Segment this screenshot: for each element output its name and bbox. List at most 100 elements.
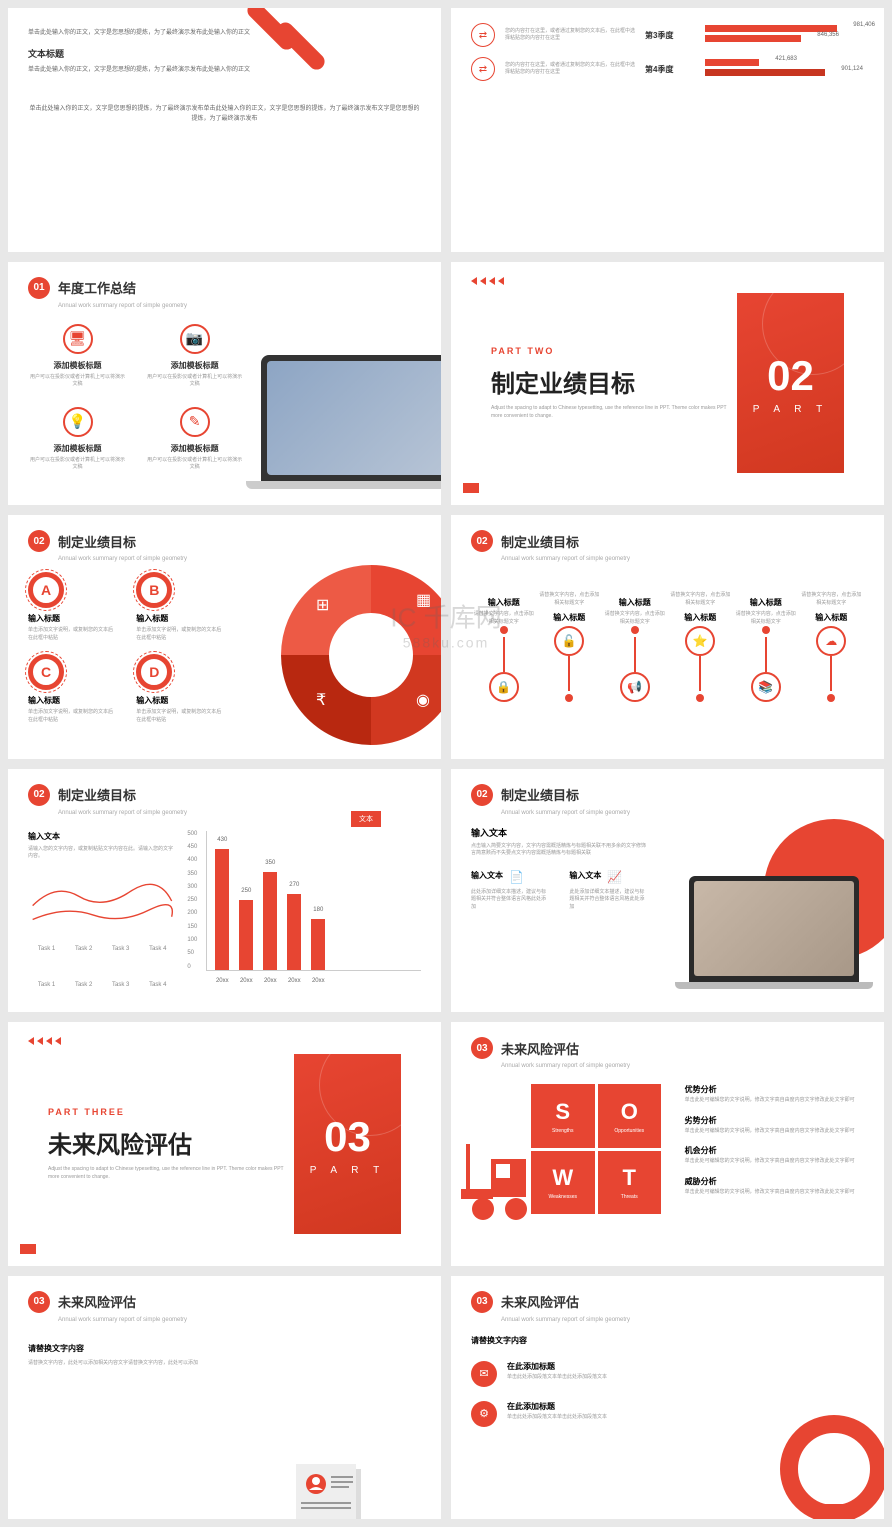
row-desc: 单击此处添加段落文本单击此处添加段落文本	[507, 1414, 607, 1422]
bar-value: 901,124	[841, 66, 863, 72]
slide-3: 01 年度工作总结 Annual work summary report of …	[8, 262, 441, 506]
item-title: 输入标题	[136, 695, 224, 706]
badge-subtitle: Annual work summary report of simple geo…	[58, 1317, 421, 1323]
analysis-desc: 单击此处可编辑您的文字说明，修改文字高自由度内容文字修改此处文字即可	[685, 1158, 864, 1166]
forklift-icon	[461, 1144, 551, 1224]
feature-desc: 用户可以在投影仪或者计算机上可以将演示文稿	[145, 374, 244, 389]
arrow-graphic	[221, 8, 361, 88]
task-label: Task 1	[38, 946, 55, 952]
swot-label: Weaknesses	[548, 1194, 577, 1200]
bar-value: 270	[289, 882, 299, 888]
bar: 25020xx	[239, 900, 253, 970]
feature-desc: 用户可以在投影仪或者计算机上可以将演示文稿	[28, 374, 127, 389]
bar-label: 文本	[351, 811, 381, 827]
badge-number: 02	[28, 784, 50, 806]
pie-chart: ▦ ◉ ₹ ⊞	[271, 555, 441, 755]
row-desc: 您的内容打在这里，或者通过复制您的文本后，在此框中选择粘贴您的内容打在这里	[505, 62, 635, 77]
y-tick: 250	[187, 897, 197, 903]
node-dot	[631, 626, 639, 634]
slide-6: 02制定业绩目标 Annual work summary report of s…	[451, 515, 884, 759]
item-title: 输入标题	[28, 613, 116, 624]
badge-number: 03	[471, 1291, 493, 1313]
bar: 981,406	[705, 25, 837, 32]
node-line	[568, 656, 570, 691]
node-dot	[565, 694, 573, 702]
swot-letter: O	[621, 1099, 638, 1125]
y-tick: 100	[187, 937, 197, 943]
timeline-node: 输入标题请替换文字内容，点击添加相关标题文字🔒	[474, 592, 534, 702]
part-title: 制定业绩目标	[491, 364, 737, 399]
bar-x: 20xx	[240, 978, 253, 984]
section-heading: 输入文本	[471, 826, 648, 839]
column-item: 输入文本📈此处添加详细文本描述，建议与标题相关并符合整体语言风格此处添加	[569, 870, 647, 912]
badge-number: 01	[28, 277, 50, 299]
node-icon: 📢	[620, 672, 650, 702]
bar: 43020xx	[215, 849, 229, 969]
analysis-desc: 单击此处可编辑您的文字说明，修改文字高自由度内容文字修改此处文字即可	[685, 1097, 864, 1105]
node-title: 输入标题	[815, 612, 847, 623]
row-icon: ⚙	[471, 1401, 497, 1427]
slide-1: 单击此处输入你的正文，文字是您思想的提炼，为了最终演示发布此处输入你的正文 文本…	[8, 8, 441, 252]
part-number: 03	[324, 1113, 371, 1161]
bar: 18020xx	[311, 919, 325, 969]
slide-8: 02制定业绩目标 Annual work summary report of s…	[451, 769, 884, 1013]
node-desc: 请替换文字内容，点击添加相关标题文字	[605, 611, 665, 626]
node-line	[765, 637, 767, 672]
slide-4-divider: PART TWO 制定业绩目标 Adjust the spacing to ad…	[451, 262, 884, 506]
y-tick: 0	[187, 964, 197, 970]
bar-value: 981,406	[853, 22, 875, 28]
swot-cell: TThreats	[598, 1151, 662, 1215]
col-title: 输入文本	[471, 870, 503, 881]
badge-subtitle: Annual work summary report of simple geo…	[501, 810, 864, 816]
feature-item: ✎添加模板标题用户可以在投影仪或者计算机上可以将演示文稿	[145, 407, 244, 472]
badge-title: 制定业绩目标	[501, 785, 579, 804]
letter-badge: B	[136, 572, 172, 608]
y-tick: 450	[187, 844, 197, 850]
bar: 421,683	[705, 59, 759, 66]
node-line	[699, 656, 701, 691]
node-desc: 请替换文字内容，点击添加相关标题文字	[736, 611, 796, 626]
feature-desc: 用户可以在投影仪或者计算机上可以将演示文稿	[28, 457, 127, 472]
row-desc: 单击此处添加段落文本单击此处添加段落文本	[507, 1374, 607, 1382]
analysis-title: 优势分析	[685, 1084, 864, 1095]
badge-title: 未来风险评估	[501, 1292, 579, 1311]
node-title: 输入标题	[750, 597, 782, 608]
row-title: 在此添加标题	[507, 1361, 607, 1372]
timeline-node: 🔓输入标题请替换文字内容，点击添加相关标题文字	[539, 592, 599, 702]
bar-value: 250	[241, 888, 251, 894]
item-desc: 单击添加文字说明，或复制您的文本后在此框中粘贴	[136, 627, 224, 642]
feature-desc: 用户可以在投影仪或者计算机上可以将演示文稿	[145, 457, 244, 472]
y-tick: 400	[187, 857, 197, 863]
node-line	[503, 637, 505, 672]
col-title: 输入文本	[569, 870, 601, 881]
bar-x: 20xx	[264, 978, 277, 984]
y-tick: 300	[187, 884, 197, 890]
bar-chart-block: 文本 500450400350300250200150100500 43020x…	[206, 831, 421, 988]
decorative-dots	[28, 1037, 61, 1045]
y-tick: 200	[187, 910, 197, 916]
badge-subtitle: Annual work summary report of simple geo…	[501, 556, 864, 562]
task-label: Task 4	[149, 946, 166, 952]
feature-icon: 🖥	[63, 324, 93, 354]
y-tick: 500	[187, 831, 197, 837]
badge-title: 制定业绩目标	[58, 785, 136, 804]
slide-5: 02制定业绩目标 Annual work summary report of s…	[8, 515, 441, 759]
badge-subtitle: Annual work summary report of simple geo…	[501, 1063, 864, 1069]
part-label: PART THREE	[48, 1107, 294, 1117]
analysis-title: 机会分析	[685, 1145, 864, 1156]
abcd-item: B 输入标题单击添加文字说明，或复制您的文本后在此框中粘贴	[136, 572, 224, 642]
timeline-node: 输入标题请替换文字内容，点击添加相关标题文字📢	[605, 592, 665, 702]
bullet-row: ✉在此添加标题单击此处添加段落文本单击此处添加段落文本	[471, 1361, 668, 1387]
swot-label: Strengths	[552, 1128, 573, 1134]
quarter-label: 第4季度	[645, 64, 695, 75]
item-title: 输入标题	[136, 613, 224, 624]
svg-text:⊞: ⊞	[316, 597, 329, 614]
divider-text: PART TWO 制定业绩目标 Adjust the spacing to ad…	[491, 346, 737, 420]
task-label: Task 2	[75, 982, 92, 988]
slide-10: 03未来风险评估 Annual work summary report of s…	[451, 1022, 884, 1266]
node-dot	[500, 626, 508, 634]
badge-number: 03	[28, 1291, 50, 1313]
slide-9-divider: PART THREE 未来风险评估 Adjust the spacing to …	[8, 1022, 441, 1266]
swot-letter: T	[623, 1165, 636, 1191]
analysis-item: 劣势分析单击此处可编辑您的文字说明，修改文字高自由度内容文字修改此处文字即可	[685, 1115, 864, 1136]
